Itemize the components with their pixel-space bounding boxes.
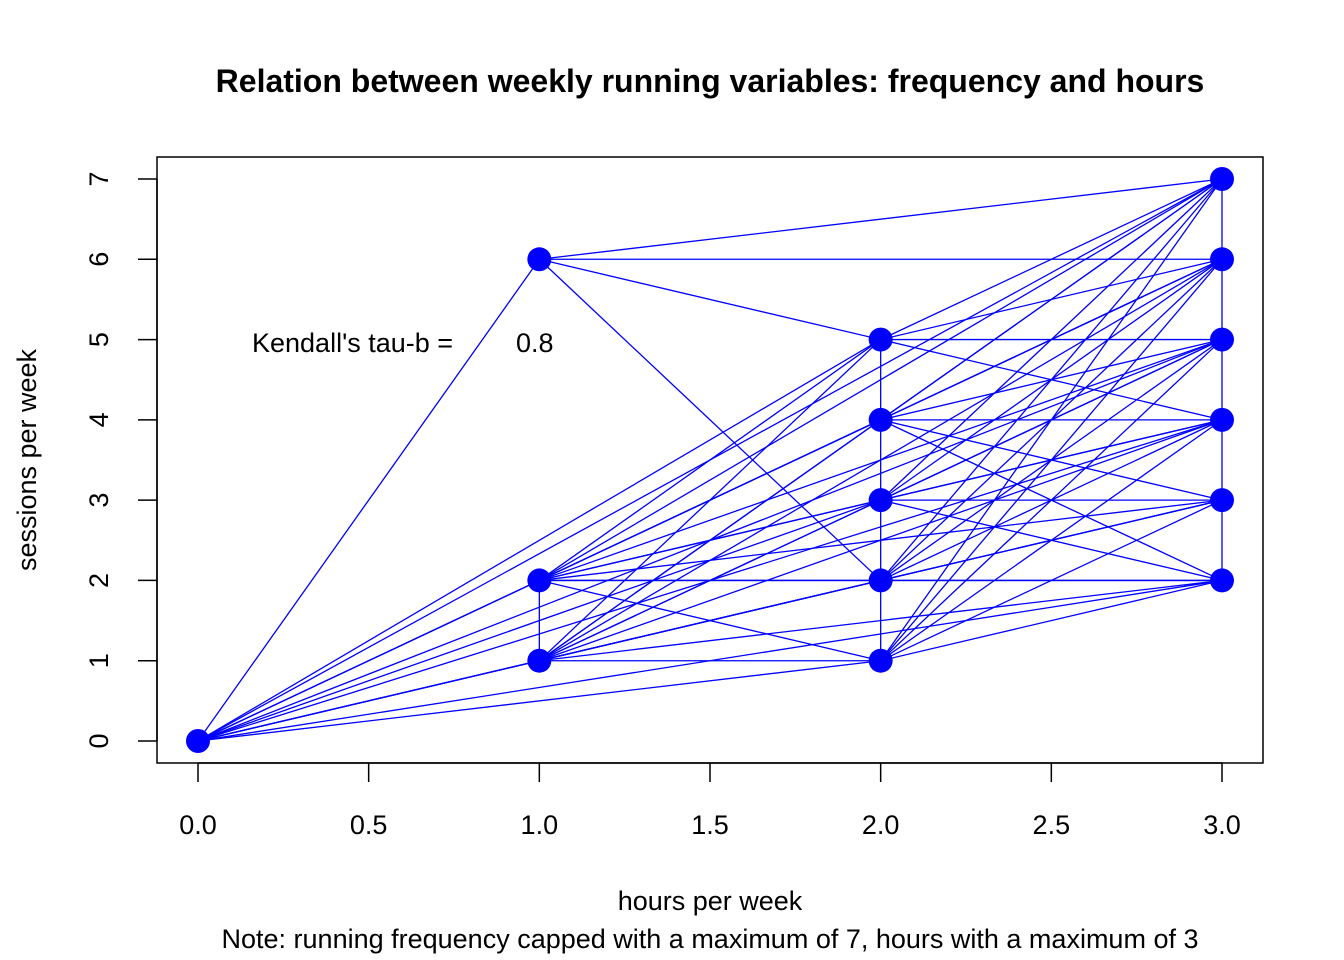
y-tick-label: 5 <box>84 332 114 347</box>
x-tick-label: 1.0 <box>521 810 559 840</box>
pair-line <box>197 339 881 742</box>
x-tick-label: 1.5 <box>691 810 729 840</box>
x-axis-label: hours per week <box>618 886 803 916</box>
connection-lines <box>197 178 1223 742</box>
pair-line <box>539 178 1223 260</box>
data-point <box>868 568 893 593</box>
x-tick-label: 0.0 <box>179 810 217 840</box>
data-point <box>1210 167 1234 191</box>
data-point <box>1210 247 1234 272</box>
pair-line <box>880 338 1223 421</box>
y-tick-label: 2 <box>84 573 114 588</box>
data-points <box>186 167 1234 753</box>
pair-line <box>880 178 1223 341</box>
data-point <box>1210 407 1234 432</box>
data-point <box>1210 568 1234 593</box>
data-point <box>527 247 552 272</box>
y-tick-label: 3 <box>84 493 114 508</box>
y-tick-label: 4 <box>84 412 114 427</box>
pair-line <box>880 419 1223 582</box>
data-point <box>868 648 893 673</box>
data-point <box>868 488 893 513</box>
x-tick-label: 2.5 <box>1033 810 1071 840</box>
data-point <box>868 327 893 352</box>
kendall-label: Kendall's tau-b = <box>252 328 453 358</box>
x-tick-label: 2.0 <box>862 810 900 840</box>
y-tick-label: 1 <box>84 653 114 668</box>
y-tick-label: 7 <box>84 171 114 186</box>
pair-line <box>538 339 882 581</box>
x-tick-label: 0.5 <box>350 810 388 840</box>
y-axis: 0 1 2 3 4 5 6 7 <box>84 171 158 749</box>
data-point <box>527 648 552 673</box>
pair-line <box>880 499 1223 582</box>
pair-line <box>539 579 881 662</box>
pair-line <box>197 258 540 742</box>
y-tick-label: 0 <box>84 733 114 748</box>
data-point <box>1210 327 1234 352</box>
chart-note: Note: running frequency capped with a ma… <box>222 924 1199 954</box>
y-tick-label: 6 <box>84 252 114 267</box>
pair-line <box>880 258 1223 341</box>
data-point <box>1210 488 1234 513</box>
chart-title: Relation between weekly running variable… <box>216 63 1205 99</box>
x-tick-label: 3.0 <box>1203 810 1241 840</box>
data-point <box>186 729 210 753</box>
data-point <box>868 407 893 432</box>
kendall-value: 0.8 <box>516 328 554 358</box>
pair-line <box>880 579 1223 662</box>
pair-line <box>880 419 1223 501</box>
data-point <box>527 568 552 593</box>
pair-line <box>197 660 881 742</box>
y-axis-label: sessions per week <box>12 348 42 571</box>
x-axis: 0.0 0.5 1.0 1.5 2.0 2.5 3.0 <box>179 762 1241 840</box>
pair-line <box>538 258 882 581</box>
